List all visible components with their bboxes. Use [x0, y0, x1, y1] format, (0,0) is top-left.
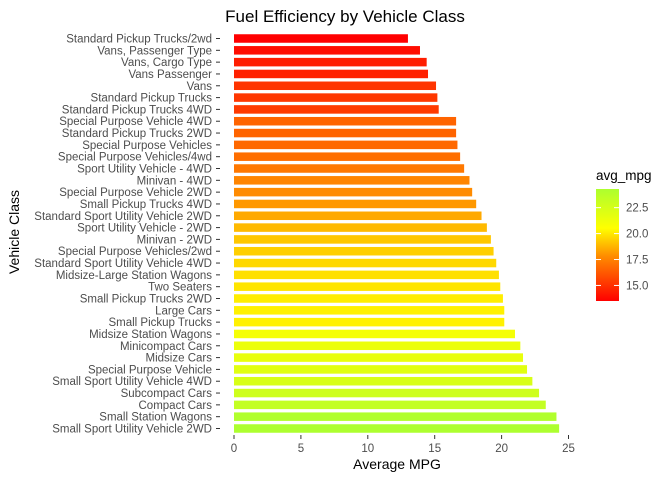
y-tick-label: Midsize Cars: [146, 353, 213, 365]
y-tick-label: Standard Sport Utility Vehicle 2WD: [34, 211, 212, 223]
y-tick-label: Midsize Station Wagons: [89, 329, 212, 341]
y-tick-label: Standard Pickup Trucks/2wd: [66, 34, 212, 46]
x-tick-label: 0: [231, 443, 237, 455]
y-tick-label: Subcompact Cars: [121, 388, 213, 400]
y-tick-label: Standard Pickup Trucks: [91, 93, 213, 105]
y-tick-label: Small Sport Utility Vehicle 4WD: [52, 376, 212, 388]
bar: [234, 317, 505, 327]
y-tick-label: Standard Sport Utility Vehicle 4WD: [34, 258, 212, 270]
y-tick-label: Standard Pickup Trucks 4WD: [62, 104, 212, 116]
bar: [234, 116, 457, 126]
bar: [234, 294, 503, 303]
y-tick-label: Small Sport Utility Vehicle 2WD: [52, 424, 212, 436]
legend: avg_mpg 15.0 17.5 20.0 22.5: [596, 168, 652, 301]
x-axis: 0 5 10 15 20 25: [231, 435, 575, 455]
legend-colorbar: [596, 189, 619, 301]
bar: [234, 69, 429, 79]
y-axis-title: Vehicle Class: [6, 190, 22, 274]
y-tick-label: Special Purpose Vehicle: [88, 364, 212, 376]
y-tick-label: Minicompact Cars: [120, 341, 212, 353]
bar: [234, 282, 501, 291]
bar: [234, 128, 457, 138]
legend-title: avg_mpg: [596, 168, 652, 183]
y-tick-label: Vans, Passenger Type: [97, 45, 212, 57]
y-tick-label: Minivan - 4WD: [137, 175, 212, 187]
y-tick-label: Small Pickup Trucks 2WD: [80, 294, 212, 306]
bar: [234, 211, 482, 221]
bar: [234, 424, 560, 433]
x-axis-title: Average MPG: [353, 456, 441, 472]
y-tick-label: Sport Utility Vehicle - 4WD: [77, 164, 212, 176]
chart-title: Fuel Efficiency by Vehicle Class: [225, 7, 465, 26]
y-tick-label: Small Pickup Trucks: [108, 317, 212, 329]
legend-tick-label: 22.5: [626, 203, 648, 215]
bar: [234, 57, 427, 67]
y-tick-label: Small Station Wagons: [99, 412, 212, 424]
bar: [234, 152, 461, 161]
y-tick-label: Minivan - 2WD: [137, 234, 212, 246]
y-tick-label: Small Pickup Trucks 4WD: [80, 199, 212, 211]
y-tick-label: Vans: [187, 81, 213, 93]
bar: [234, 388, 540, 398]
bar: [234, 412, 557, 421]
bars-layer: [234, 34, 560, 433]
y-tick-label: Vans, Cargo Type: [121, 57, 212, 69]
bar: [234, 376, 533, 386]
bar: [234, 258, 497, 268]
y-tick-label: Midsize-Large Station Wagons: [56, 270, 212, 282]
y-tick-label: Two Seaters: [148, 282, 212, 294]
y-tick-label: Special Purpose Vehicles/4wd: [58, 152, 212, 164]
legend-ticks: 15.0 17.5 20.0 22.5: [596, 203, 648, 292]
bar: [234, 270, 499, 280]
x-tick-label: 25: [562, 443, 575, 455]
bar: [234, 353, 524, 362]
y-tick-label: Special Purpose Vehicles/2wd: [58, 246, 212, 258]
bar: [234, 93, 438, 102]
bar: [234, 306, 505, 315]
bar: [234, 329, 515, 339]
bar: [234, 187, 473, 197]
bar: [234, 46, 420, 55]
bar: [234, 235, 491, 244]
bar: [234, 105, 439, 114]
legend-tick-label: 20.0: [626, 229, 648, 241]
bar: [234, 400, 546, 410]
bar: [234, 246, 494, 256]
legend-tick-label: 15.0: [626, 280, 648, 292]
legend-tick-label: 17.5: [626, 255, 648, 267]
bar: [234, 164, 465, 173]
bar: [234, 176, 470, 185]
x-tick-label: 5: [298, 443, 304, 455]
y-tick-label: Standard Pickup Trucks 2WD: [62, 128, 212, 140]
y-tick-label: Compact Cars: [139, 400, 213, 412]
bar: [234, 223, 487, 232]
bar: [234, 34, 408, 43]
bar: [234, 365, 528, 374]
y-tick-label: Sport Utility Vehicle - 2WD: [77, 223, 212, 235]
bar: [234, 341, 521, 351]
y-tick-label: Special Purpose Vehicle 2WD: [59, 187, 212, 199]
x-tick-label: 15: [428, 443, 441, 455]
bar: [234, 81, 437, 91]
x-tick-label: 10: [361, 443, 374, 455]
x-tick-label: 20: [495, 443, 508, 455]
y-tick-label: Special Purpose Vehicles: [82, 140, 212, 152]
y-tick-label: Vans Passenger: [128, 69, 212, 81]
bar: [234, 199, 477, 209]
bar: [234, 140, 458, 150]
y-tick-label: Large Cars: [155, 305, 212, 317]
y-tick-label: Special Purpose Vehicle 4WD: [59, 116, 212, 128]
